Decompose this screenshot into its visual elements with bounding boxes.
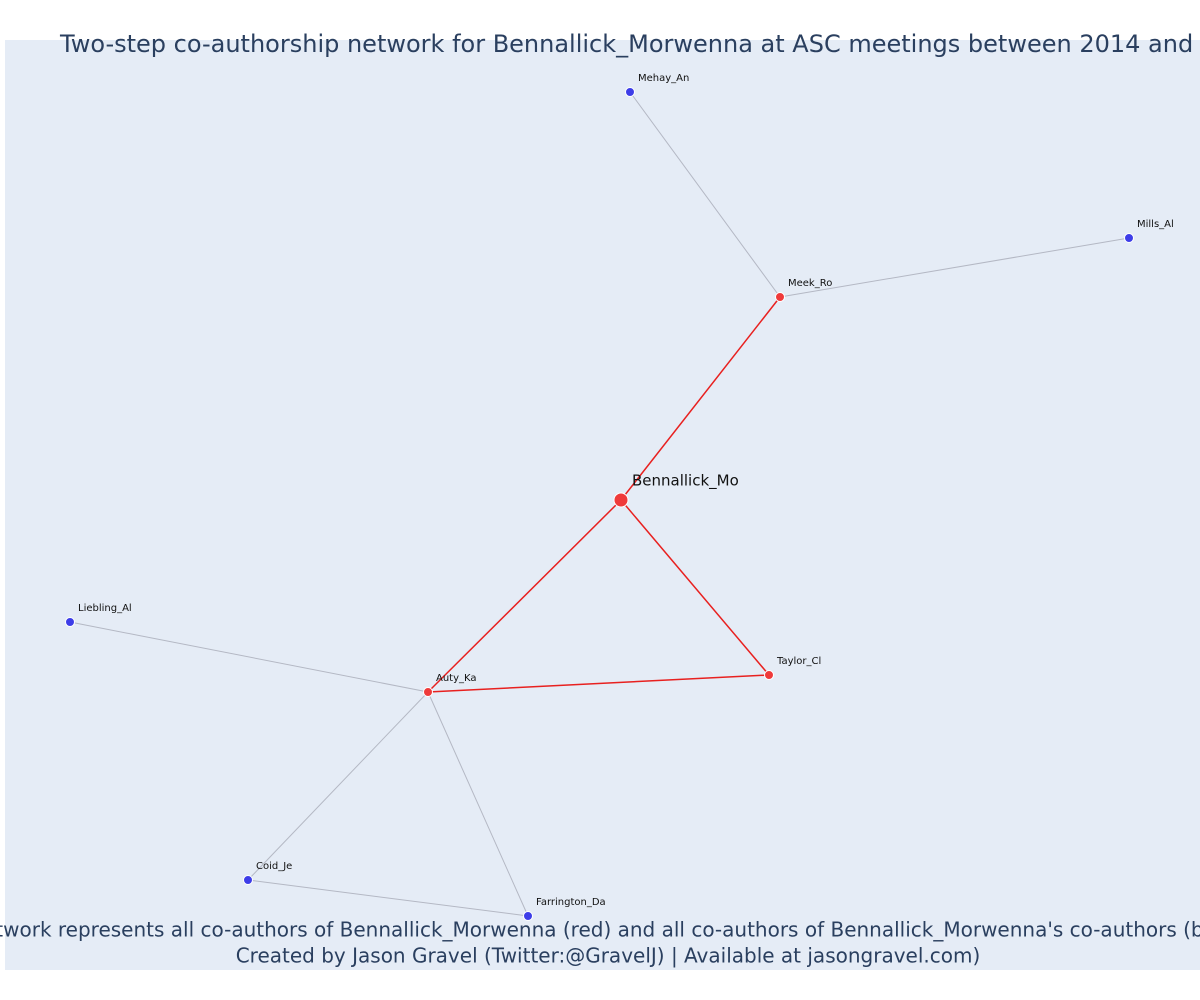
node-label: Liebling_Al: [78, 603, 132, 614]
edge: [247, 879, 529, 917]
edge: [247, 691, 429, 881]
node: [775, 292, 785, 302]
footer-line: Network represents all co-authors of Ben…: [0, 918, 1200, 942]
node-label: Mills_Al: [1137, 219, 1174, 230]
footer-line: Created by Jason Gravel (Twitter:@Gravel…: [236, 944, 981, 968]
edge: [69, 621, 429, 693]
plot-background: [5, 40, 1200, 970]
edge: [620, 499, 770, 676]
edge: [779, 237, 1130, 298]
node: [423, 687, 433, 697]
node: [764, 670, 774, 680]
node: [65, 617, 75, 627]
node-label: Coid_Je: [256, 861, 292, 872]
nodes: Bennallick_Mo Meek_Ro Mehay_An Mills_Al Tayl…: [65, 73, 1174, 921]
node: [1124, 233, 1134, 243]
node-label: Farrington_Da: [536, 897, 606, 908]
node: [613, 492, 629, 508]
node-label: Taylor_Cl: [776, 656, 821, 667]
title: Two-step co-authorship network for Benna…: [59, 30, 1200, 58]
edge: [620, 296, 781, 501]
edge: [427, 691, 529, 917]
edge: [427, 499, 622, 693]
node: [243, 875, 253, 885]
edge: [629, 91, 781, 298]
edges: [69, 91, 1130, 917]
node-label: Auty_Ka: [436, 673, 477, 684]
node-label: Meek_Ro: [788, 278, 832, 289]
node-label: Mehay_An: [638, 73, 689, 84]
node-label: Bennallick_Mo: [632, 472, 739, 491]
node: [625, 87, 635, 97]
edge: [427, 674, 770, 693]
node: [523, 911, 533, 921]
